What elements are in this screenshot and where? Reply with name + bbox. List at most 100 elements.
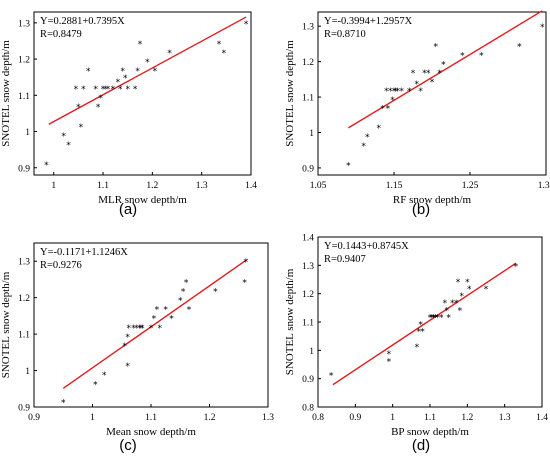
data-point: *: [86, 67, 91, 77]
y-tick-label: 0.9: [18, 404, 30, 414]
data-point: *: [434, 43, 439, 53]
x-axis-label: BP snow depth/m: [391, 426, 469, 438]
panel-label: (d): [412, 437, 430, 454]
data-point: *: [125, 333, 130, 343]
x-tick-label: 0.9: [28, 413, 40, 423]
data-point: *: [386, 105, 391, 115]
y-tick-label: 1: [25, 128, 30, 138]
x-tick-label: 0.9: [349, 413, 361, 423]
data-point: *: [437, 69, 442, 79]
data-point: *: [187, 306, 192, 316]
data-point: *: [66, 141, 71, 151]
regression-line: [62, 258, 248, 389]
x-tick-label: 1.2: [461, 413, 473, 423]
data-point: *: [446, 313, 451, 323]
data-point: *: [44, 161, 49, 171]
y-tick-label: 1: [309, 129, 314, 139]
y-tick-label: 1.2: [18, 294, 30, 304]
y-tick-label: 1: [25, 367, 30, 377]
correlation-coefficient: R=0.8479: [40, 29, 82, 40]
regression-line: [332, 262, 517, 386]
data-point: *: [392, 87, 397, 97]
x-tick-label: 1.3: [262, 413, 274, 423]
data-point: *: [125, 85, 130, 95]
x-tick-label: 1.1: [97, 181, 109, 191]
x-tick-label: 1.25: [462, 181, 479, 191]
data-point: *: [388, 87, 393, 97]
data-point: *: [152, 315, 157, 325]
data-point: *: [441, 60, 446, 70]
data-point: *: [460, 52, 465, 62]
y-tick-label: 1.1: [18, 331, 30, 341]
panel-label: (c): [119, 437, 137, 454]
x-tick-label: 1: [51, 181, 56, 191]
data-point: *: [415, 80, 420, 90]
data-point: *: [430, 313, 435, 323]
y-tick-label: 1.2: [302, 58, 314, 68]
data-point: *: [445, 306, 450, 316]
y-tick-label: 1.4: [302, 234, 314, 244]
data-point: *: [439, 313, 444, 323]
data-point: *: [111, 85, 116, 95]
data-point: *: [103, 85, 108, 95]
data-point: *: [153, 67, 158, 77]
x-tick-label: 1.2: [204, 413, 216, 423]
x-tick-label: 1.3: [499, 413, 511, 423]
data-point: *: [181, 287, 186, 297]
data-point: *: [118, 85, 123, 95]
data-point: *: [96, 103, 101, 113]
correlation-coefficient: R=0.9276: [40, 260, 82, 271]
correlation-coefficient: R=0.8710: [324, 29, 366, 40]
y-tick-label: 0.9: [302, 164, 314, 174]
x-tick-label: 1: [90, 413, 95, 423]
data-point: *: [222, 49, 227, 59]
data-point: *: [377, 124, 382, 134]
y-tick-label: 0.9: [302, 375, 314, 385]
x-tick-label: 1.4: [245, 181, 257, 191]
data-point: *: [426, 69, 431, 79]
y-tick-label: 1.2: [18, 56, 30, 66]
data-point: *: [158, 324, 163, 334]
data-point: *: [384, 87, 389, 97]
data-point: *: [399, 87, 404, 97]
x-axis-label: Mean snow depth/m: [106, 426, 196, 438]
data-point: *: [479, 52, 484, 62]
data-point: *: [540, 23, 545, 33]
regression-line: [48, 16, 247, 125]
data-point: *: [76, 103, 81, 113]
data-point: *: [106, 85, 111, 95]
data-point: *: [139, 324, 144, 334]
data-point: *: [422, 69, 427, 79]
data-point: *: [435, 313, 440, 323]
x-tick-label: 1.35: [538, 181, 550, 191]
plot-area-frame: [317, 11, 547, 176]
data-point: *: [140, 324, 145, 334]
data-point: *: [163, 306, 168, 316]
regression-equation: Y=0.1443+0.8745X: [324, 241, 409, 252]
data-point: *: [121, 67, 126, 77]
data-point: *: [514, 262, 519, 272]
panel-b: 1.05 1.15 1.25 1.35 0.9 1 1.1 1.2 1.3 RF snow dep…: [284, 10, 550, 218]
data-point: *: [244, 20, 249, 30]
data-point: *: [133, 85, 138, 95]
data-point: *: [465, 278, 470, 288]
data-point: *: [134, 324, 139, 334]
data-point: *: [213, 287, 218, 297]
y-tick-label: 1.1: [302, 94, 314, 104]
data-point: *: [169, 315, 174, 325]
plot-area-frame: [33, 11, 252, 176]
data-point: *: [418, 87, 423, 97]
data-point: *: [361, 142, 366, 152]
x-tick-label: 1.2: [146, 181, 158, 191]
data-point: *: [415, 343, 420, 353]
data-point: *: [145, 58, 150, 68]
data-point: *: [431, 313, 436, 323]
data-point: *: [217, 40, 222, 50]
data-point: *: [365, 133, 370, 143]
y-axis-label: SNOTEL snow depth/m: [0, 40, 12, 147]
x-tick-label: 1.1: [145, 413, 157, 423]
data-point: *: [184, 278, 189, 288]
data-point: *: [467, 285, 472, 295]
data-point: *: [137, 324, 142, 334]
data-point: *: [81, 85, 86, 95]
